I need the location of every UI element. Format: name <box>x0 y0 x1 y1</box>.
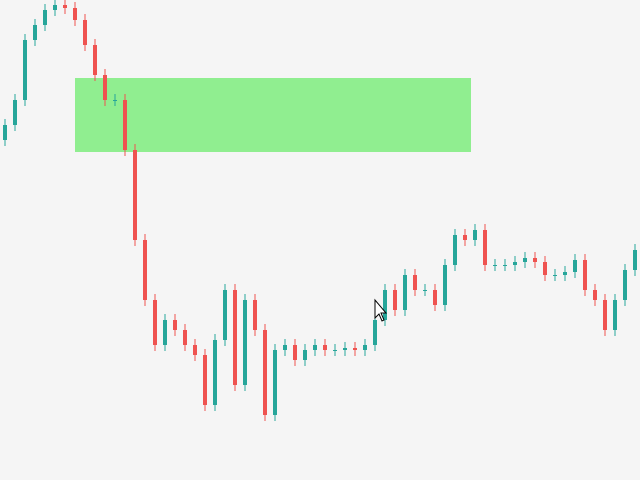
candle-body <box>243 300 247 385</box>
candle-body <box>563 272 567 275</box>
candle-body <box>453 235 457 265</box>
candle-body <box>373 320 377 345</box>
candle-body <box>273 350 277 415</box>
candle-layer <box>3 0 637 421</box>
candle-body <box>333 350 337 351</box>
candle-body <box>623 270 627 300</box>
candle-body <box>603 300 607 330</box>
zone-layer <box>75 78 471 152</box>
candle-body <box>353 348 357 350</box>
candle-body <box>33 25 37 40</box>
candle-body <box>83 20 87 45</box>
candle-body <box>463 235 467 240</box>
candle-body <box>593 290 597 300</box>
candle-body <box>523 258 527 262</box>
candle-body <box>483 230 487 265</box>
candle-body <box>343 348 347 350</box>
candle-body <box>123 100 127 150</box>
candle-body <box>533 258 537 262</box>
candle-body <box>163 320 167 345</box>
candle-body <box>223 290 227 340</box>
candle-body <box>323 345 327 350</box>
candle-body <box>293 345 297 360</box>
candle-body <box>193 345 197 355</box>
candle-body <box>103 75 107 100</box>
candle-body <box>543 262 547 275</box>
candle-body <box>263 330 267 415</box>
candle-body <box>423 290 427 291</box>
candle-body <box>383 290 387 320</box>
candle-body <box>73 8 77 20</box>
candle-body <box>3 125 7 140</box>
candle-body <box>233 290 237 385</box>
candle-body <box>13 100 17 125</box>
candle-body <box>433 290 437 305</box>
candle-body <box>553 275 557 276</box>
candle-body <box>363 345 367 350</box>
candle-body <box>573 260 577 272</box>
candle-body <box>303 350 307 360</box>
candle-body <box>513 262 517 265</box>
candle-body <box>403 275 407 310</box>
candle-body <box>493 265 497 266</box>
candle-body <box>473 230 477 240</box>
candle-body <box>443 265 447 305</box>
candle-body <box>63 5 67 8</box>
candle-body <box>633 250 637 270</box>
candle-body <box>203 355 207 405</box>
candle-body <box>413 275 417 290</box>
price-zone <box>75 78 471 152</box>
candle-body <box>153 300 157 345</box>
candle-body <box>213 340 217 405</box>
candle-body <box>253 300 257 330</box>
candle-body <box>113 100 117 101</box>
candle-body <box>613 300 617 330</box>
candle-body <box>313 345 317 350</box>
mouse-cursor <box>374 298 388 322</box>
candle-body <box>173 320 177 330</box>
candle-body <box>53 5 57 10</box>
candle-body <box>503 265 507 266</box>
candle-body <box>143 240 147 300</box>
candle-body <box>23 40 27 100</box>
candle-body <box>583 260 587 290</box>
candle-body <box>43 10 47 25</box>
candle-body <box>183 330 187 345</box>
candle-body <box>133 150 137 240</box>
candle-body <box>283 345 287 350</box>
candle-body <box>93 45 97 75</box>
candle-body <box>393 290 397 310</box>
